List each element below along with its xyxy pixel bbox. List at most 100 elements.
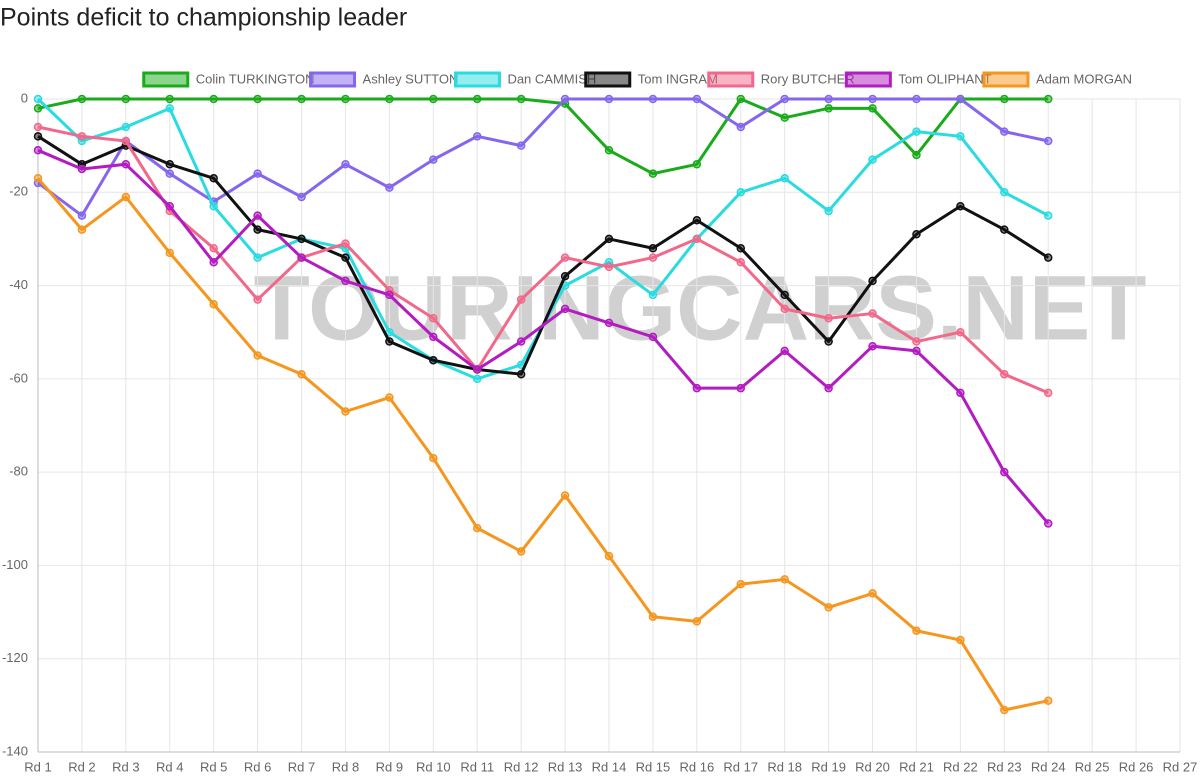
data-point bbox=[692, 383, 702, 393]
data-point bbox=[33, 94, 43, 104]
series-line bbox=[37, 125, 1049, 395]
data-point bbox=[1000, 188, 1009, 197]
x-tick-label: Rd 2 bbox=[68, 759, 95, 774]
data-point bbox=[824, 313, 833, 323]
data-point bbox=[253, 169, 262, 178]
legend-swatch bbox=[309, 71, 357, 88]
x-tick-label: Rd 8 bbox=[332, 759, 359, 774]
data-point bbox=[77, 211, 87, 220]
data-point bbox=[472, 523, 482, 533]
data-point bbox=[297, 192, 306, 202]
data-point bbox=[868, 104, 877, 113]
data-point bbox=[648, 94, 658, 104]
data-point bbox=[912, 94, 921, 104]
data-point bbox=[736, 122, 746, 132]
x-tick-label: Rd 12 bbox=[504, 759, 539, 774]
legend-label: Adam MORGAN bbox=[1036, 71, 1132, 86]
x-tick-label: Rd 18 bbox=[767, 759, 802, 774]
data-point bbox=[516, 369, 526, 379]
data-point bbox=[516, 141, 526, 150]
legend-swatch bbox=[844, 71, 892, 88]
data-point bbox=[33, 132, 43, 141]
x-tick-label: Rd 16 bbox=[679, 759, 714, 774]
x-tick-label: Rd 25 bbox=[1075, 759, 1110, 774]
data-point bbox=[912, 337, 921, 346]
y-tick-label: 0 bbox=[21, 90, 28, 105]
data-point bbox=[209, 174, 218, 183]
data-point bbox=[648, 244, 658, 253]
data-point bbox=[165, 160, 175, 169]
series-line bbox=[37, 148, 1050, 525]
data-point bbox=[912, 150, 921, 160]
data-point bbox=[956, 132, 965, 141]
x-tick-label: Rd 13 bbox=[548, 759, 583, 774]
data-point bbox=[692, 617, 702, 626]
data-point bbox=[560, 253, 570, 262]
data-point bbox=[385, 393, 394, 402]
data-point bbox=[736, 244, 746, 253]
data-point bbox=[868, 276, 877, 286]
data-point bbox=[472, 374, 482, 384]
legend-label: Ashley SUTTON bbox=[363, 71, 459, 86]
data-point bbox=[33, 122, 43, 132]
data-point bbox=[736, 94, 746, 104]
data-point bbox=[1000, 94, 1009, 104]
data-point bbox=[692, 234, 702, 244]
data-point bbox=[868, 155, 877, 164]
data-point bbox=[33, 104, 43, 113]
legend-label: Tom OLIPHANT bbox=[898, 71, 991, 86]
data-point bbox=[956, 202, 965, 211]
data-point bbox=[209, 299, 218, 309]
legend-label: Tom INGRAM bbox=[638, 71, 718, 86]
data-point bbox=[297, 369, 306, 379]
data-point bbox=[121, 122, 131, 132]
data-point bbox=[165, 104, 175, 113]
data-point bbox=[165, 248, 175, 258]
data-point bbox=[385, 290, 394, 300]
data-point bbox=[385, 337, 394, 346]
x-tick-label: Rd 1 bbox=[24, 759, 51, 774]
data-point bbox=[604, 234, 614, 244]
data-point bbox=[429, 332, 438, 342]
data-point bbox=[560, 94, 570, 104]
data-point bbox=[385, 183, 394, 192]
data-point bbox=[297, 234, 306, 244]
data-point bbox=[780, 346, 789, 356]
data-point bbox=[560, 491, 570, 500]
legend-swatch bbox=[982, 71, 1030, 88]
data-point bbox=[341, 407, 350, 416]
data-point bbox=[736, 188, 746, 197]
data-point bbox=[516, 547, 526, 556]
data-point bbox=[77, 164, 87, 174]
x-tick-label: Rd 15 bbox=[636, 759, 671, 774]
data-point bbox=[385, 94, 394, 104]
data-point bbox=[780, 174, 789, 183]
data-point bbox=[692, 94, 702, 104]
data-point bbox=[1043, 696, 1053, 705]
x-tick-label: Rd 7 bbox=[288, 759, 315, 774]
data-point bbox=[956, 388, 965, 398]
data-point bbox=[912, 626, 921, 635]
data-point bbox=[648, 169, 658, 178]
series-line bbox=[37, 97, 1049, 176]
y-tick-label: -60 bbox=[9, 370, 28, 385]
data-point bbox=[1000, 225, 1009, 234]
data-point bbox=[780, 304, 789, 314]
data-point bbox=[648, 290, 658, 300]
data-point bbox=[1000, 127, 1009, 136]
data-point bbox=[560, 304, 570, 314]
x-tick-label: Rd 23 bbox=[987, 759, 1022, 774]
data-point bbox=[341, 276, 350, 286]
y-tick-label: -20 bbox=[9, 184, 28, 199]
data-point bbox=[429, 94, 438, 104]
x-tick-label: Rd 3 bbox=[112, 759, 139, 774]
data-point bbox=[824, 104, 833, 113]
data-point bbox=[956, 94, 965, 104]
data-point bbox=[165, 94, 175, 104]
x-tick-label: Rd 20 bbox=[855, 759, 890, 774]
legend-label: Dan CAMMISH bbox=[507, 71, 596, 86]
data-point bbox=[692, 160, 702, 169]
data-point bbox=[472, 132, 482, 141]
data-point bbox=[604, 146, 614, 155]
data-point bbox=[736, 579, 746, 589]
